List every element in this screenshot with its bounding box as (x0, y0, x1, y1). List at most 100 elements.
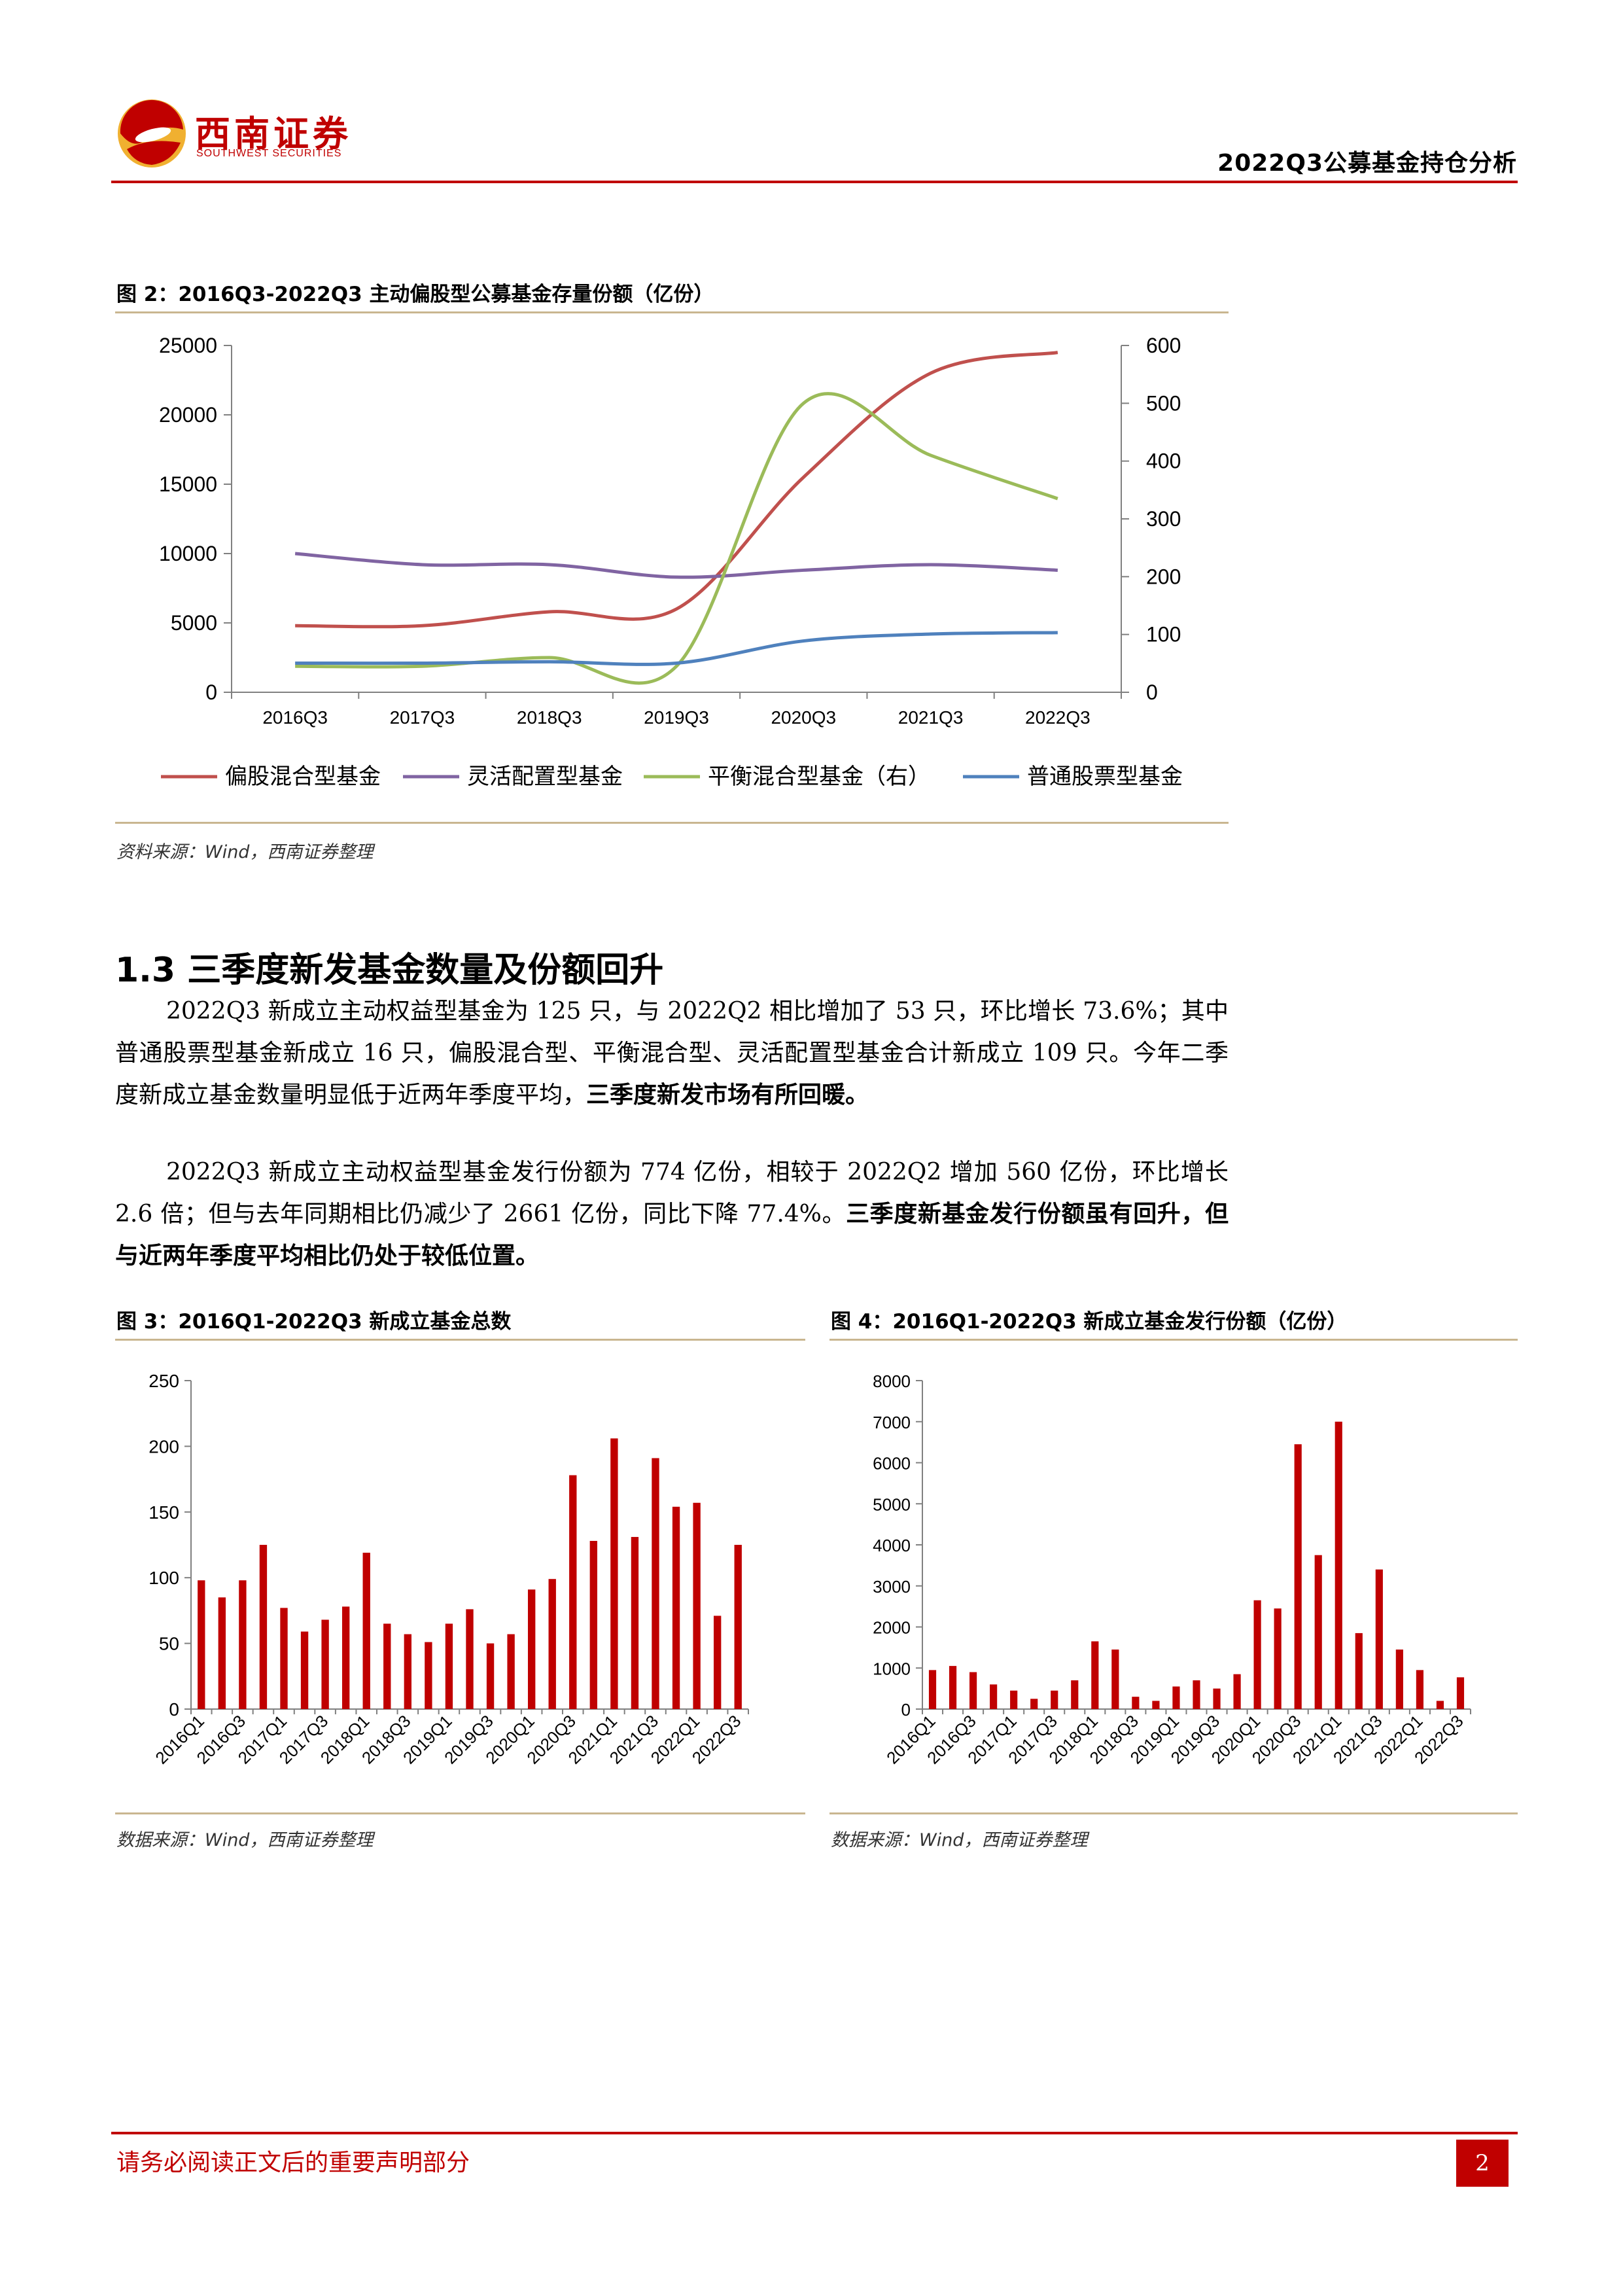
figure4-bottom-rule (829, 1812, 1518, 1814)
paragraph-2-emphasis: 三季度新基金发行份额虽有回升，但与近两年季度平均相比仍处于较低位置。 (115, 1201, 1229, 1269)
logo-text-en: SOUTHWEST SECURITIES (196, 148, 342, 159)
right-tick-label: 500 (1146, 391, 1181, 415)
bar-2022Q1 (1416, 1670, 1423, 1709)
left-tick-label: 0 (205, 680, 217, 704)
header-rule (111, 181, 1518, 183)
bar-2016Q1 (198, 1580, 205, 1709)
right-tick-label: 400 (1146, 450, 1181, 473)
left-tick-label: 15000 (159, 472, 217, 496)
bar-2019Q2 (1193, 1680, 1200, 1709)
logo-text-cn: 西南证券 (195, 113, 352, 154)
paragraph-2: 2022Q3 新成立主动权益型基金发行份额为 774 亿份，相较于 2022Q2… (115, 1152, 1229, 1277)
bar-2016Q4 (990, 1684, 998, 1709)
bar-2021Q4 (1395, 1650, 1403, 1709)
bar-2021Q1 (1335, 1421, 1342, 1709)
bar-2016Q2 (949, 1666, 957, 1709)
bar-2018Q3 (404, 1634, 412, 1709)
y-tick-label: 6000 (873, 1454, 911, 1474)
y-tick-label: 200 (148, 1436, 179, 1457)
bar-2017Q2 (1030, 1699, 1038, 1709)
x-tick-label: 2022Q3 (1025, 707, 1091, 728)
y-tick-label: 0 (169, 1699, 179, 1720)
paragraph-1-text: 2022Q3 新成立主动权益型基金为 125 只，与 2022Q2 相比增加了 … (115, 998, 1229, 1108)
bar-2022Q3 (1456, 1677, 1465, 1709)
bar-2019Q3 (486, 1643, 495, 1709)
footer-rule (111, 2132, 1518, 2134)
bar-2018Q2 (1111, 1650, 1119, 1709)
bar-2020Q3 (1294, 1444, 1302, 1709)
left-tick-label: 10000 (159, 542, 217, 565)
bar-2019Q2 (466, 1609, 474, 1709)
bar-2019Q3 (1213, 1688, 1221, 1709)
figure4-bar-chart: 0100020003000400050006000700080002016Q12… (873, 1371, 1471, 1768)
figure4-title: 图 4：2016Q1-2022Q3 新成立基金发行份额（亿份） (831, 1310, 1348, 1333)
y-tick-label: 100 (148, 1568, 179, 1588)
header: 西南证券 SOUTHWEST SECURITIES 2022Q3公募基金持仓分析 (0, 0, 1623, 190)
bar-2017Q4 (1071, 1680, 1079, 1709)
y-tick-label: 50 (159, 1634, 179, 1654)
bar-2021Q2 (631, 1536, 639, 1709)
series-line-4 (295, 631, 1058, 666)
bar-2021Q4 (672, 1506, 680, 1709)
bar-2020Q3 (569, 1475, 577, 1709)
bar-2018Q3 (1132, 1697, 1140, 1709)
y-tick-label: 150 (148, 1502, 179, 1523)
x-tick-label: 2016Q3 (262, 707, 328, 728)
bar-2020Q1 (527, 1589, 536, 1709)
figure3-bottom-rule (115, 1812, 805, 1814)
figure3-top-rule (115, 1339, 805, 1341)
y-tick-label: 2000 (873, 1618, 911, 1638)
right-tick-label: 200 (1146, 565, 1181, 588)
section-heading: 1.3 三季度新发基金数量及份额回升 (115, 951, 664, 990)
bar-2022Q2 (1436, 1701, 1444, 1709)
bar-2021Q3 (1375, 1569, 1383, 1709)
bar-2017Q1 (280, 1608, 288, 1709)
bar-2016Q3 (239, 1580, 247, 1709)
series-line-1 (295, 351, 1058, 629)
bar-2020Q4 (1314, 1555, 1322, 1709)
bar-2021Q1 (610, 1438, 618, 1709)
figure2-bottom-rule (115, 822, 1229, 824)
bar-2022Q3 (734, 1545, 742, 1709)
bar-2016Q1 (928, 1670, 937, 1709)
y-tick-label: 8000 (873, 1371, 911, 1391)
legend-label: 偏股混合型基金 (225, 764, 381, 789)
bar-2017Q3 (1051, 1690, 1058, 1709)
legend-label: 普通股票型基金 (1027, 764, 1183, 789)
page-number: 2 (1475, 2150, 1490, 2176)
series-line-2 (294, 552, 1058, 579)
page-number-box: 2 (1456, 2140, 1509, 2187)
x-tick-label: 2019Q3 (644, 707, 709, 728)
legend-label: 灵活配置型基金 (467, 764, 623, 789)
figure2-top-rule (115, 311, 1229, 313)
y-tick-label: 7000 (873, 1413, 911, 1432)
figure3-source: 数据来源：Wind，西南证券整理 (116, 1830, 374, 1850)
bar-2019Q1 (1172, 1686, 1180, 1709)
x-tick-label: 2021Q3 (898, 707, 964, 728)
bar-2019Q4 (1233, 1674, 1241, 1709)
bar-2016Q2 (218, 1597, 226, 1709)
y-tick-label: 5000 (873, 1494, 911, 1514)
bar-2017Q2 (300, 1631, 309, 1709)
paragraph-2-text: 2022Q3 新成立主动权益型基金发行份额为 774 亿份，相较于 2022Q2… (115, 1159, 1229, 1227)
figure4-source: 数据来源：Wind，西南证券整理 (831, 1830, 1088, 1850)
x-tick-label: 2018Q3 (517, 707, 582, 728)
y-tick-label: 1000 (873, 1659, 911, 1678)
bar-2019Q4 (507, 1634, 515, 1709)
left-tick-label: 25000 (159, 334, 217, 357)
figure3-bar-chart: 0501001502002502016Q12016Q32017Q12017Q32… (148, 1371, 749, 1768)
right-tick-label: 600 (1146, 334, 1181, 357)
bar-2016Q3 (969, 1672, 977, 1709)
paragraph-1-emphasis: 三季度新发市场有所回暖。 (586, 1082, 869, 1108)
figure2-source: 资料来源：Wind，西南证券整理 (116, 842, 374, 862)
y-tick-label: 250 (148, 1371, 179, 1391)
bar-2016Q4 (259, 1545, 268, 1709)
left-tick-label: 5000 (171, 611, 217, 635)
x-tick-label: 2017Q3 (390, 707, 455, 728)
bar-2018Q1 (1091, 1641, 1099, 1709)
bar-2022Q1 (693, 1502, 701, 1709)
bar-2019Q1 (445, 1623, 453, 1709)
bar-2017Q3 (321, 1619, 329, 1709)
figure2-title: 图 2：2016Q3-2022Q3 主动偏股型公募基金存量份额（亿份） (116, 283, 714, 306)
bar-2018Q4 (425, 1642, 432, 1709)
